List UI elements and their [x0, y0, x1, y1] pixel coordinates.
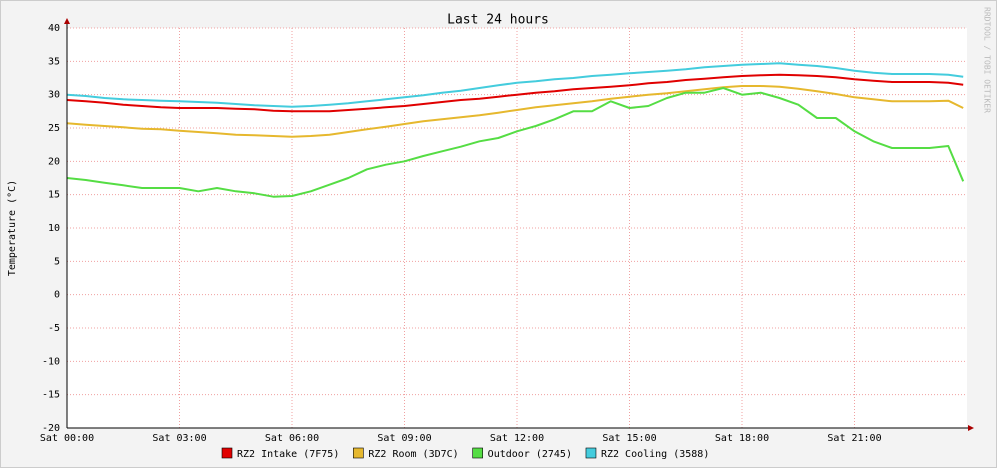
y-tick-label: -15	[42, 390, 60, 401]
y-tick-label: 20	[48, 156, 60, 167]
y-tick-label: -10	[42, 356, 60, 367]
legend-swatch	[585, 447, 597, 459]
x-tick-label: Sat 12:00	[490, 433, 544, 444]
series-line	[66, 85, 964, 138]
watermark: RRDTOOL / TOBI OETIKER	[983, 7, 992, 113]
lines	[66, 62, 965, 198]
y-tick-label: -20	[42, 423, 60, 434]
legend-label: RZ2 Intake (7F75)	[237, 449, 339, 460]
legend-swatch	[221, 447, 233, 459]
y-tick-label: -5	[48, 323, 60, 334]
series-line	[66, 62, 964, 108]
y-tick-label: 15	[48, 190, 60, 201]
x-tick-label: Sat 06:00	[265, 433, 319, 444]
x-tick-label: Sat 03:00	[152, 433, 206, 444]
legend-swatch	[472, 447, 483, 459]
series-line	[66, 73, 964, 113]
y-tick-label: 0	[54, 290, 60, 301]
x-tick-label: Sat 15:00	[602, 433, 656, 444]
legend-label: Outdoor (2745)	[488, 449, 572, 460]
y-tick-label: 25	[48, 123, 60, 134]
y-arrow	[64, 18, 70, 24]
x-tick-label: Sat 21:00	[827, 433, 881, 444]
y-tick-label: 40	[48, 23, 60, 34]
y-tick-label: 35	[48, 56, 60, 67]
series-line	[66, 87, 965, 198]
x-tick-label: Sat 18:00	[715, 433, 769, 444]
x-tick-label: Sat 09:00	[377, 433, 431, 444]
y-tick-label: 5	[54, 256, 60, 267]
y-axis-label: Temperature (°C)	[7, 180, 18, 276]
y-tick-label: 10	[48, 223, 60, 234]
legend-swatch	[353, 447, 364, 459]
x-arrow	[968, 425, 974, 431]
legend-label: RZ2 Cooling (3588)	[601, 449, 709, 460]
chart-title: Last 24 hours	[447, 13, 549, 28]
legend-label: RZ2 Room (3D7C)	[368, 449, 458, 460]
y-tick-label: 30	[48, 90, 60, 101]
legend: RZ2 Intake (7F75) RZ2 Room (3D7C) Outdoor …	[221, 447, 709, 460]
x-tick-label: Sat 00:00	[40, 433, 94, 444]
